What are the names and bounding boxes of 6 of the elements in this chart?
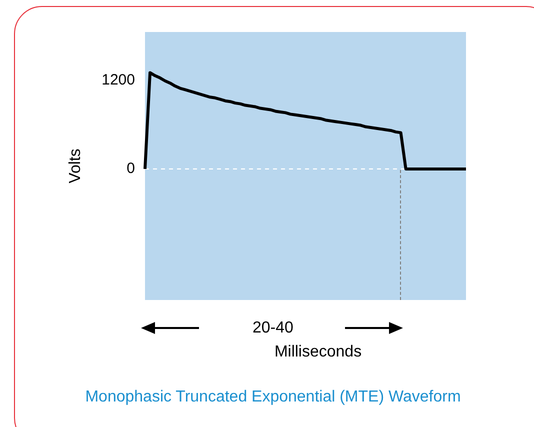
y-axis-title: Volts — [67, 148, 84, 184]
y-tick-label: 0 — [126, 160, 135, 178]
text: Monophasic Truncated Exponential (MTE) Waveform — [85, 388, 461, 406]
y-tick-label: 1200 — [102, 71, 135, 88]
text: 20-40 — [252, 319, 294, 336]
x-axis-title: Milliseconds — [274, 343, 362, 360]
